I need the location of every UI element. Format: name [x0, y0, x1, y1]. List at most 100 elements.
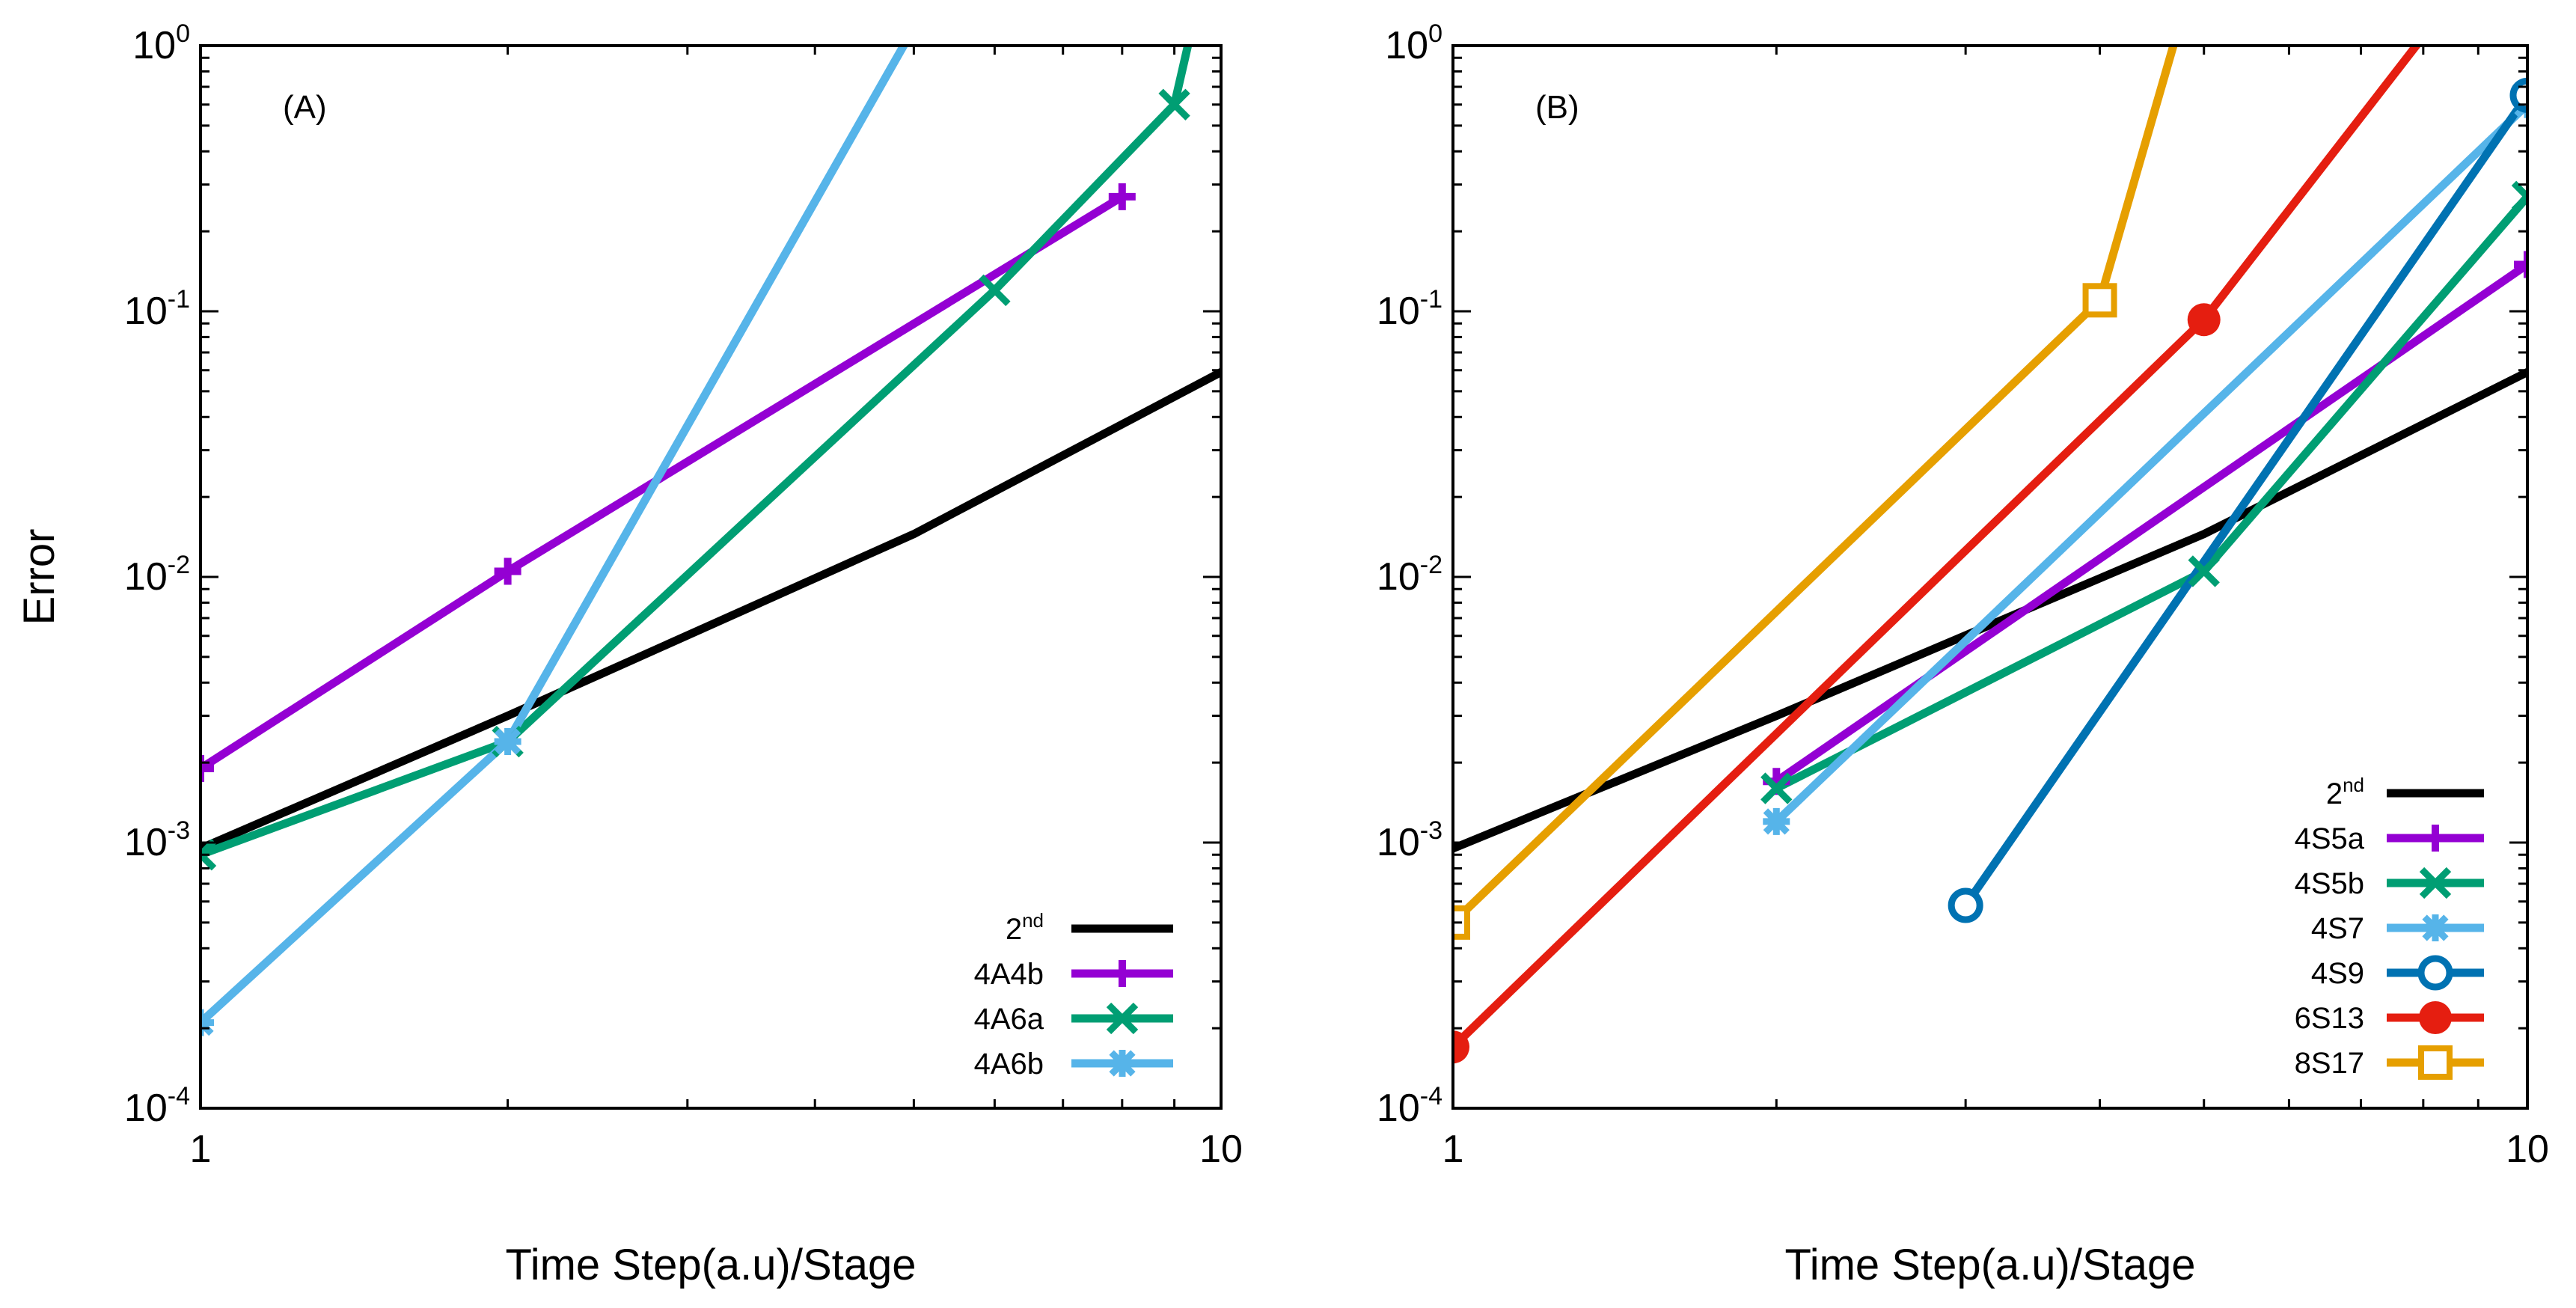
y-tick-label: 10-4: [1377, 1082, 1443, 1130]
legend-item-4a4b: 4A4b: [974, 958, 1173, 991]
legend-label: 2nd: [2326, 774, 2364, 810]
data-point-8s17: [2082, 283, 2117, 318]
legend-label-base: 4A6b: [974, 1048, 1044, 1081]
legend-label-base: 6S13: [2295, 1002, 2364, 1035]
legend-marker: [1109, 1050, 1136, 1077]
panel-b-plot-area: [1453, 46, 2527, 1064]
legend-label-base: 2: [2326, 777, 2343, 810]
legend-label: 8S17: [2295, 1047, 2364, 1080]
series-line-2nd: [1453, 367, 2527, 853]
legend-label: 4S5a: [2295, 822, 2365, 855]
y-tick-label: 10-4: [124, 1082, 190, 1130]
legend-item-2nd: 2nd: [2326, 774, 2484, 810]
panel-b: (B) Time Step(a.u)/Stage 10-410-310-210-…: [1377, 19, 2549, 1289]
y-tick-label-base: 10: [124, 1087, 168, 1130]
y-tick-label-base: 10: [1385, 24, 1428, 67]
y-tick-label-base: 10: [1377, 821, 1420, 864]
x-tick-label: 10: [1199, 1128, 1243, 1171]
series-line-2nd: [201, 367, 1221, 853]
y-tick-label-base: 10: [124, 290, 168, 333]
y-tick-label: 10-2: [124, 551, 190, 599]
legend-label: 4S5b: [2295, 867, 2364, 900]
data-point-4s9: [2509, 77, 2527, 113]
y-tick-label-exponent: -2: [1420, 551, 1443, 579]
y-tick-label: 10-1: [124, 285, 190, 333]
y-tick-label-exponent: -4: [1420, 1082, 1443, 1110]
y-tick-label-exponent: -2: [168, 551, 190, 579]
series-line-4a6b: [201, 46, 909, 1027]
panel-a-plot-area: [201, 46, 1221, 1036]
data-point-6s13: [1453, 1030, 1469, 1064]
legend-label-base: 4A4b: [974, 958, 1044, 991]
legend-item-4s5b: 4S5b: [2295, 867, 2484, 900]
y-tick-label-base: 10: [1377, 1087, 1420, 1130]
panel-a-frame: [199, 44, 1223, 1110]
legend-marker: [2422, 914, 2449, 941]
legend-label: 4S9: [2311, 957, 2364, 990]
panel-a-x-axis-title: Time Step(a.u)/Stage: [505, 1241, 916, 1289]
y-tick-label: 10-3: [1377, 816, 1443, 864]
data-point-6s13: [2187, 303, 2221, 337]
x-tick-label: 10: [2506, 1128, 2549, 1171]
data-point-4s5b: [2511, 180, 2527, 213]
panel-b-legend: 2nd 4S5a 4S5b 4S7 4S9 6S13 8S17: [2295, 774, 2484, 1080]
y-tick-label: 10-3: [124, 816, 190, 864]
y-tick-label-exponent: -1: [168, 285, 190, 314]
y-tick-label: 10-1: [1377, 285, 1443, 333]
x-tick-label: 1: [1443, 1128, 1464, 1171]
legend-marker: [2418, 1045, 2453, 1080]
legend-label-base: 4S5a: [2295, 822, 2365, 855]
y-tick-label-base: 10: [132, 24, 176, 67]
panel-b-series-markers: [1453, 77, 2527, 1064]
data-point-4a6b: [494, 728, 521, 756]
data-point-4a6a: [1158, 88, 1190, 120]
legend-marker: [2419, 867, 2452, 899]
y-tick-label: 100: [132, 19, 190, 67]
legend-label-superscript: nd: [1022, 909, 1044, 932]
y-tick-label-exponent: 0: [1428, 19, 1443, 48]
data-point-4s5b: [1760, 772, 1793, 804]
y-tick-label-exponent: 0: [176, 19, 190, 48]
series-line-4s9: [1961, 91, 2527, 910]
panel-b-series-lines: [1453, 46, 2527, 1051]
data-point-4a4b: [494, 557, 521, 585]
legend-label-superscript: nd: [2343, 774, 2364, 796]
legend-label: 4S7: [2311, 912, 2364, 945]
legend-item-8s17: 8S17: [2295, 1045, 2484, 1080]
x-tick-label: 1: [190, 1128, 212, 1171]
panel-a-y-axis-title: Error: [15, 529, 64, 626]
y-tick-label: 100: [1385, 19, 1443, 67]
legend-label-base: 4A6a: [974, 1003, 1044, 1036]
panel-b-label: (B): [1535, 89, 1579, 126]
panel-a-series-markers: [201, 88, 1190, 1036]
data-point-4a4b: [1108, 183, 1136, 210]
legend-item-6s13: 6S13: [2295, 1001, 2484, 1035]
legend-label: 4A6b: [974, 1048, 1044, 1081]
series-line-4a6a: [201, 46, 1193, 859]
legend-label-base: 4S9: [2311, 957, 2364, 990]
legend-label-base: 8S17: [2295, 1047, 2364, 1080]
legend-marker: [2417, 955, 2453, 991]
legend-label-base: 2: [1006, 913, 1022, 946]
data-point-4s5a: [2514, 251, 2527, 278]
y-tick-label-base: 10: [1377, 555, 1420, 599]
data-point-4a4b: [201, 755, 214, 783]
panel-a-label: (A): [283, 89, 327, 126]
legend-item-2nd: 2nd: [1006, 909, 1173, 946]
y-tick-label-exponent: -3: [1420, 816, 1443, 845]
y-tick-label: 10-2: [1377, 551, 1443, 599]
legend-label: 4A4b: [974, 958, 1044, 991]
panel-b-x-axis-title: Time Step(a.u)/Stage: [1784, 1241, 2195, 1289]
y-tick-label-base: 10: [124, 821, 168, 864]
legend-marker: [2422, 825, 2449, 852]
legend-label: 6S13: [2295, 1002, 2364, 1035]
data-point-4a6a: [979, 274, 1011, 307]
panel-a-series-lines: [201, 46, 1221, 1027]
data-point-4s9: [1948, 887, 1983, 923]
data-point-4s7: [1763, 807, 1790, 835]
legend-marker: [1106, 1002, 1139, 1035]
legend-item-4a6b: 4A6b: [974, 1048, 1173, 1081]
y-tick-label-exponent: -4: [168, 1082, 190, 1110]
